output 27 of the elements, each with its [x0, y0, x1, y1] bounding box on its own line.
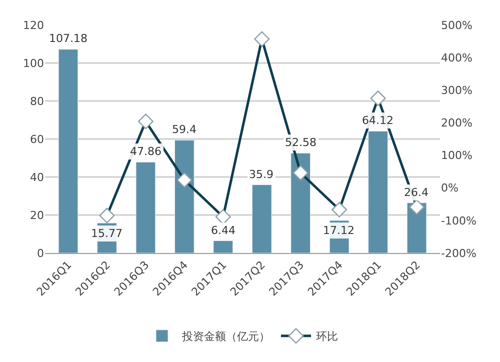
y2-tick-label: 300%	[441, 84, 472, 97]
y-tick-label: 0	[37, 246, 44, 260]
data-label: 26.4	[404, 186, 428, 199]
data-label: 35.9	[249, 168, 274, 181]
legend-label: 环比	[316, 330, 338, 344]
y2-tick-label: 200%	[441, 116, 472, 130]
y-tick-label: 120	[23, 18, 44, 32]
y2-tick-label: 500%	[441, 18, 472, 32]
y2-tick-label: -200%	[441, 246, 476, 260]
data-label: 52.58	[285, 136, 316, 149]
data-label: 107.18	[49, 32, 88, 45]
data-label: 47.86	[130, 145, 162, 158]
data-label: 6.44	[211, 224, 236, 237]
y2-tick-label: -100%	[441, 214, 476, 228]
y2-tick-label: 100%	[441, 149, 472, 162]
y-tick-label: 20	[30, 208, 44, 222]
y-tick-label: 40	[30, 170, 44, 184]
data-label: 17.12	[323, 224, 354, 237]
data-label: 15.77	[91, 227, 122, 240]
y2-tick-label: 0%	[441, 182, 458, 195]
y2-tick-label: 400%	[441, 51, 472, 64]
y-tick-label: 60	[30, 132, 44, 146]
legend-label: 投资金额（亿元）	[181, 330, 270, 344]
data-label: 59.4	[172, 123, 196, 136]
data-label: 64.12	[362, 114, 394, 127]
y-tick-label: 80	[30, 94, 44, 108]
y-tick-label: 100	[23, 56, 44, 70]
